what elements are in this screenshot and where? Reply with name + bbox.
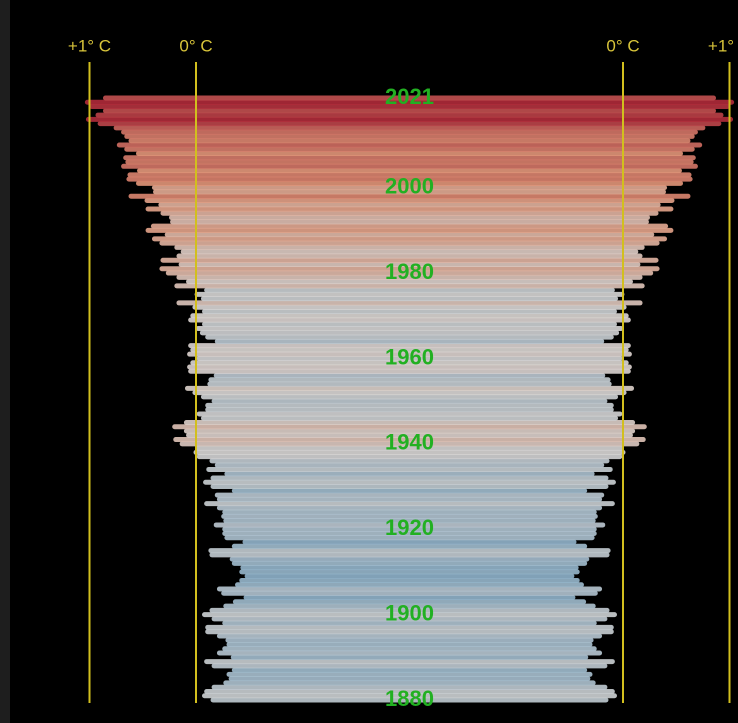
year-label: 1880	[385, 686, 434, 711]
side-frame	[0, 0, 10, 723]
year-label: 1980	[385, 259, 434, 284]
axis-label: 0° C	[179, 36, 212, 55]
year-label: 2000	[385, 173, 434, 198]
year-label: 1940	[385, 430, 434, 455]
year-label: 2021	[385, 84, 434, 109]
axis-label: +1° C	[708, 36, 738, 55]
axis-label: +1° C	[68, 36, 111, 55]
year-label: 1960	[385, 344, 434, 369]
year-label: 1900	[385, 600, 434, 625]
year-label: 1920	[385, 515, 434, 540]
axis-label: 0° C	[606, 36, 639, 55]
